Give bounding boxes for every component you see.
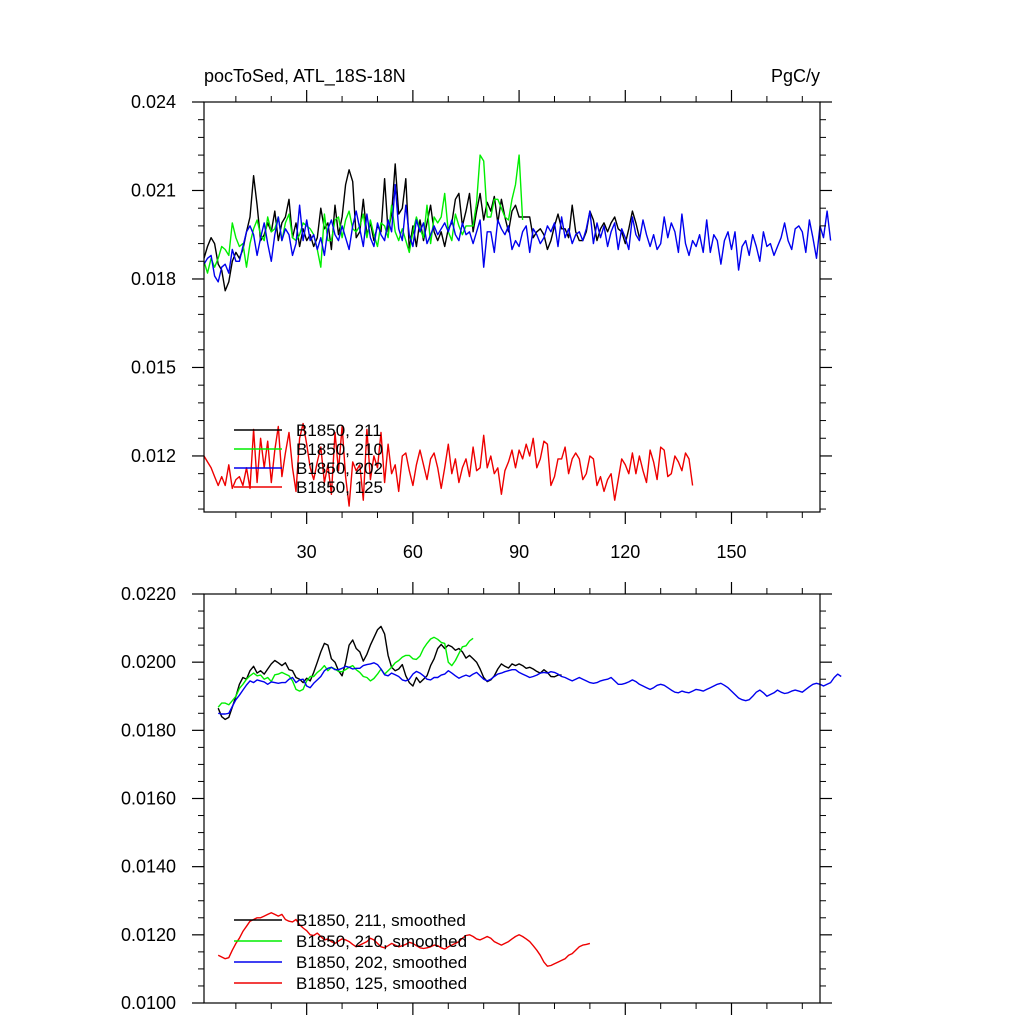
plot-frame <box>203 101 821 513</box>
x-tick-label: 30 <box>297 542 317 562</box>
legend-label: B1850, 125, smoothed <box>296 974 467 993</box>
legend-label: B1850, 202 <box>296 459 383 478</box>
y-tick-label: 0.024 <box>131 92 176 112</box>
series-line <box>203 422 694 507</box>
series-line <box>203 183 832 283</box>
axes: 0.0100 0.0120 0.0140 0.0160 0.0180 0.0200 0.02… <box>121 582 832 1015</box>
series-line <box>217 912 591 967</box>
legend-label: B1850, 211, smoothed <box>296 911 466 930</box>
x-tick-label: 150 <box>716 542 746 562</box>
y-tick-label: 0.0220 <box>121 584 176 604</box>
series-group <box>217 625 842 967</box>
x-tick-label: 90 <box>509 542 529 562</box>
y-tick-label: 0.015 <box>131 357 176 377</box>
axes: 0.012 0.015 0.018 0.021 0.024 30 60 90 120 150 <box>131 90 832 562</box>
y-tick-label: 0.0100 <box>121 993 176 1013</box>
series-line <box>217 625 562 721</box>
y-tick-label: 0.0160 <box>121 789 176 809</box>
panel-top: pocToSed, ATL_18S-18N PgC/y 0.0120.0150.… <box>131 66 832 562</box>
y-tick-label: 0.0200 <box>121 652 176 672</box>
y-tick-label: 0.021 <box>131 180 176 200</box>
y-tick-label: 0.018 <box>131 269 176 289</box>
panel-bottom: 0.0100 0.0120 0.0140 0.0160 0.0180 0.0200 0.02… <box>121 582 842 1015</box>
legend-label: B1850, 211 <box>296 421 382 440</box>
chart-title: pocToSed, ATL_18S-18N <box>204 66 406 87</box>
y-tick-label: 0.012 <box>131 446 176 466</box>
legend-label: B1850, 125 <box>296 478 383 497</box>
series-line <box>217 636 474 708</box>
x-tick-label: 120 <box>610 542 640 562</box>
legend: B1850, 211, smoothed B1850, 210, smoothed… <box>234 911 467 993</box>
legend-label: B1850, 202, smoothed <box>296 953 467 972</box>
series-line <box>203 154 524 274</box>
y-tick-label: 0.0120 <box>121 925 176 945</box>
x-tick-label: 60 <box>403 542 423 562</box>
y-tick-label: 0.0180 <box>121 720 176 740</box>
series-group <box>203 154 832 507</box>
chart-units: PgC/y <box>771 66 820 86</box>
legend-label: B1850, 210 <box>296 440 383 459</box>
y-tick-label: 0.0140 <box>121 857 176 877</box>
series-line <box>218 662 842 715</box>
legend-label: B1850, 210, smoothed <box>296 932 467 951</box>
